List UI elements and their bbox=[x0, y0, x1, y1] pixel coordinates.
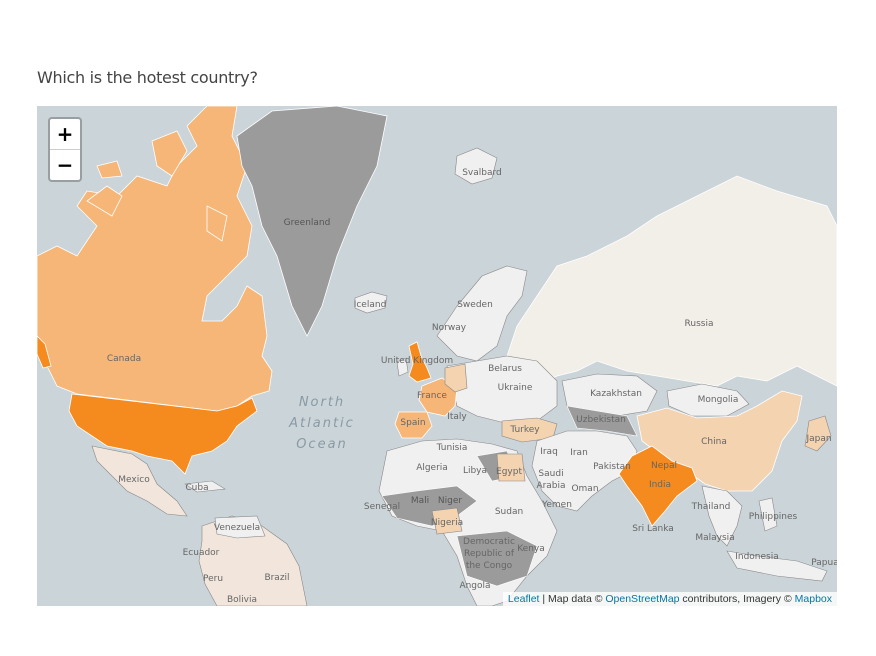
label-venezuela: Venezuela bbox=[214, 523, 260, 533]
label-papua: Papua bbox=[811, 558, 837, 568]
label-yemen: Yemen bbox=[541, 500, 572, 510]
label-drc-1: Democratic bbox=[463, 537, 515, 547]
attribution-text-2: contributors, Imagery © bbox=[679, 593, 795, 605]
label-algeria: Algeria bbox=[416, 463, 448, 473]
label-sweden: Sweden bbox=[457, 300, 493, 310]
country-cuba[interactable] bbox=[184, 480, 226, 493]
label-oman: Oman bbox=[571, 484, 598, 494]
label-libya: Libya bbox=[463, 466, 487, 476]
label-indonesia: Indonesia bbox=[735, 552, 779, 562]
label-pakistan: Pakistan bbox=[593, 462, 631, 472]
label-india: India bbox=[649, 480, 671, 490]
country-svalbard[interactable] bbox=[454, 147, 498, 185]
label-belarus: Belarus bbox=[488, 364, 522, 374]
label-sri-lanka: Sri Lanka bbox=[632, 524, 674, 534]
label-bolivia: Bolivia bbox=[227, 595, 257, 605]
region-indonesia[interactable] bbox=[726, 550, 828, 582]
zoom-in-button[interactable]: + bbox=[56, 122, 74, 146]
country-germany[interactable] bbox=[444, 363, 468, 393]
label-canada: Canada bbox=[107, 354, 141, 364]
label-sudan: Sudan bbox=[495, 507, 523, 517]
country-venezuela[interactable] bbox=[214, 515, 266, 539]
label-egypt: Egypt bbox=[496, 467, 522, 477]
label-nigeria: Nigeria bbox=[431, 518, 463, 528]
region-southeast-asia[interactable] bbox=[701, 485, 743, 547]
question-text: Which is the hotest country? bbox=[37, 68, 258, 87]
label-uzbekistan: Uzbekistan bbox=[576, 415, 626, 425]
country-japan[interactable] bbox=[804, 415, 832, 452]
region-central-asia[interactable] bbox=[566, 405, 638, 437]
country-ireland[interactable] bbox=[396, 357, 409, 377]
country-mexico[interactable] bbox=[91, 445, 188, 517]
country-russia[interactable] bbox=[506, 175, 837, 387]
label-france: France bbox=[417, 391, 447, 401]
label-mali: Mali bbox=[411, 496, 429, 506]
country-united-states[interactable] bbox=[68, 393, 258, 475]
ocean-label-line2: Atlantic bbox=[288, 416, 355, 431]
country-iceland[interactable] bbox=[354, 291, 388, 314]
region-europe[interactable] bbox=[446, 355, 558, 427]
label-united-kingdom: United Kingdom bbox=[381, 356, 453, 366]
label-iceland: Iceland bbox=[354, 300, 387, 310]
ocean-label-line3: Ocean bbox=[296, 437, 348, 452]
zoom-control: + − bbox=[48, 117, 82, 182]
label-turkey: Turkey bbox=[509, 425, 540, 435]
label-saudi-arabia-2: Arabia bbox=[536, 481, 565, 491]
country-india[interactable] bbox=[618, 445, 698, 527]
label-brazil: Brazil bbox=[264, 573, 289, 583]
label-mongolia: Mongolia bbox=[698, 395, 739, 405]
region-middle-east[interactable] bbox=[531, 430, 638, 512]
label-spain: Spain bbox=[400, 418, 425, 428]
label-tunisia: Tunisia bbox=[436, 443, 468, 453]
region-us-pacific[interactable] bbox=[37, 335, 52, 369]
label-cuba: Cuba bbox=[185, 483, 208, 493]
label-china: China bbox=[701, 437, 727, 447]
label-saudi-arabia-1: Saudi bbox=[538, 469, 563, 479]
label-thailand: Thailand bbox=[691, 502, 731, 512]
label-peru: Peru bbox=[203, 574, 223, 584]
country-mongolia[interactable] bbox=[666, 383, 750, 417]
label-greenland: Greenland bbox=[284, 218, 331, 228]
country-nigeria[interactable] bbox=[431, 507, 463, 535]
country-united-kingdom[interactable] bbox=[408, 341, 432, 383]
label-norway: Norway bbox=[432, 323, 467, 333]
label-niger: Niger bbox=[438, 496, 462, 506]
zoom-out-button[interactable]: − bbox=[50, 149, 80, 180]
ocean-label-line1: North bbox=[299, 395, 345, 410]
attribution-text-1: | Map data © bbox=[539, 593, 606, 605]
label-senegal: Senegal bbox=[364, 502, 400, 512]
label-svalbard: Svalbard bbox=[462, 168, 502, 178]
label-nepal: Nepal bbox=[651, 461, 677, 471]
country-scandinavia[interactable] bbox=[436, 265, 528, 362]
label-mexico: Mexico bbox=[118, 475, 150, 485]
country-philippines[interactable] bbox=[758, 497, 778, 532]
map-container[interactable]: North Atlantic Ocean Greenland Svalbard … bbox=[37, 106, 837, 606]
choropleth-map[interactable]: North Atlantic Ocean Greenland Svalbard … bbox=[37, 106, 837, 606]
label-drc-2: Republic of bbox=[464, 549, 515, 559]
label-japan: Japan bbox=[805, 434, 831, 444]
country-spain[interactable] bbox=[394, 411, 433, 439]
label-kazakhstan: Kazakhstan bbox=[590, 389, 642, 399]
map-attribution: Leaflet | Map data © OpenStreetMap contr… bbox=[502, 592, 837, 606]
country-egypt[interactable] bbox=[496, 453, 526, 482]
label-malaysia: Malaysia bbox=[695, 533, 734, 543]
island-canada-arctic[interactable] bbox=[86, 130, 228, 242]
label-ukraine: Ukraine bbox=[498, 383, 533, 393]
label-ecuador: Ecuador bbox=[183, 548, 220, 558]
leaflet-link[interactable]: Leaflet bbox=[507, 593, 540, 605]
mapbox-link[interactable]: Mapbox bbox=[794, 593, 832, 605]
label-italy: Italy bbox=[447, 412, 467, 422]
label-philippines: Philippines bbox=[749, 512, 798, 522]
label-drc-3: the Congo bbox=[466, 561, 513, 571]
label-angola: Angola bbox=[459, 581, 490, 591]
label-russia: Russia bbox=[685, 319, 714, 329]
label-iraq: Iraq bbox=[540, 447, 558, 457]
country-greenland[interactable] bbox=[236, 106, 388, 337]
openstreetmap-link[interactable]: OpenStreetMap bbox=[605, 593, 680, 605]
country-france[interactable] bbox=[418, 377, 458, 417]
label-kenya: Kenya bbox=[517, 544, 545, 554]
label-iran: Iran bbox=[570, 448, 588, 458]
